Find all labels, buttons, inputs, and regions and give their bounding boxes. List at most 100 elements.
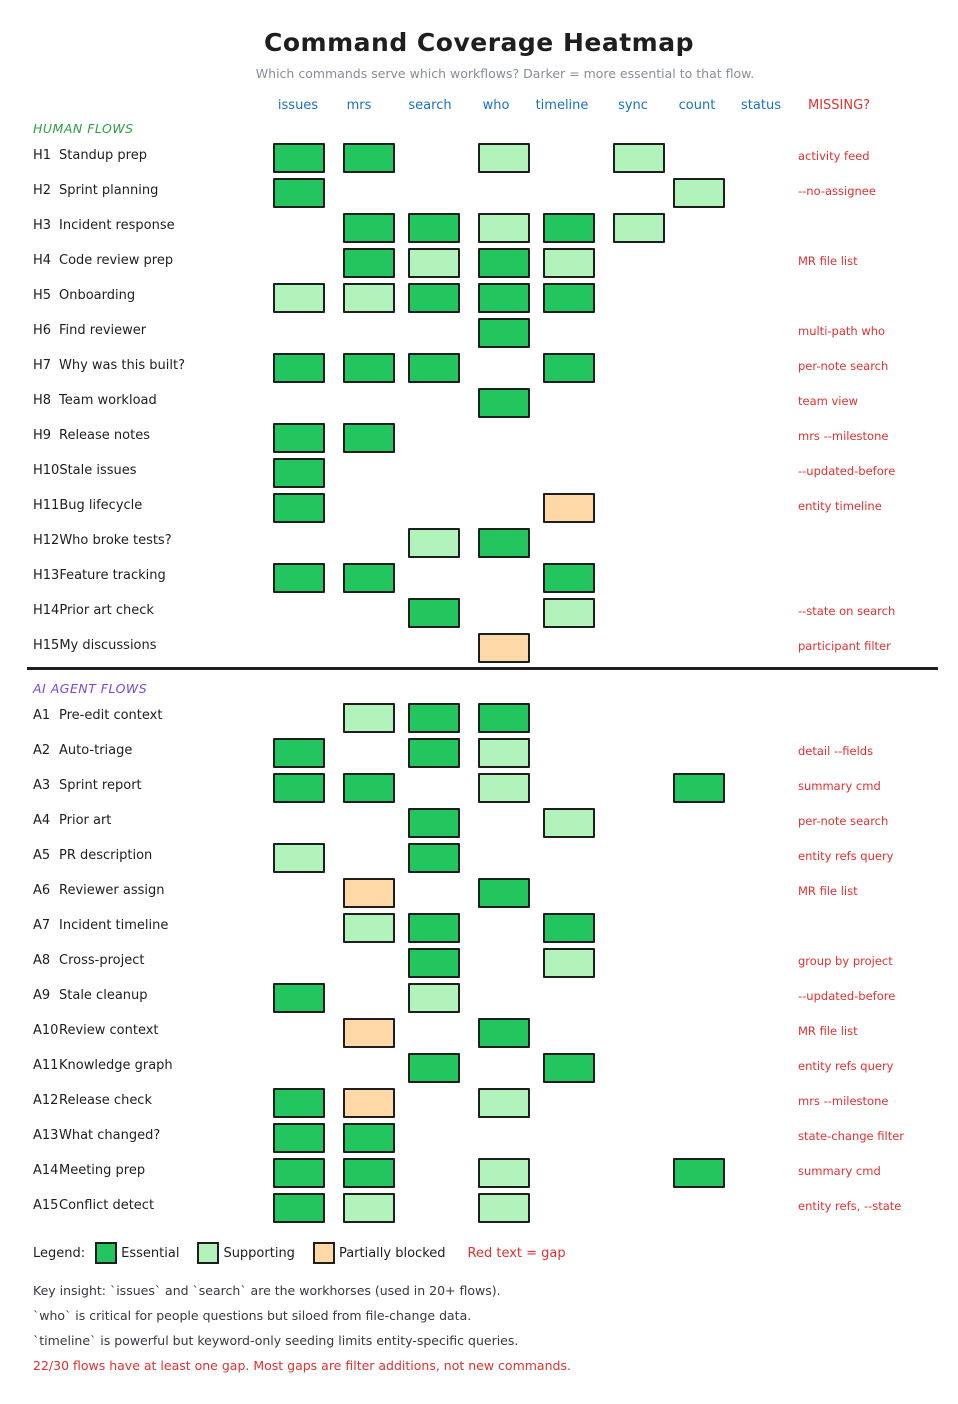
flow-name: Standup prep xyxy=(59,148,147,163)
missing-column-header: MISSING? xyxy=(808,98,871,113)
flow-name: Release notes xyxy=(59,428,150,443)
flow-id: A5 xyxy=(33,848,51,863)
missing-gap-h4: MR file list xyxy=(798,254,858,268)
missing-gap-a14: summary cmd xyxy=(798,1164,881,1178)
flow-label-a4: A4 Prior art xyxy=(33,813,111,828)
missing-gap-h2: --no-assignee xyxy=(798,184,876,198)
flow-name: Who broke tests? xyxy=(59,533,172,548)
legend: Legend: Essential Supporting Partially b… xyxy=(33,1242,584,1264)
cell-a7-mrs-supporting xyxy=(343,913,395,943)
flow-name: Prior art xyxy=(59,813,112,828)
cell-a10-who-essential xyxy=(478,1018,530,1048)
insight-line: `timeline` is powerful but keyword-only … xyxy=(33,1333,519,1348)
flow-name: Cross-project xyxy=(59,953,145,968)
cell-a1-search-essential xyxy=(408,703,460,733)
flow-id: A7 xyxy=(33,918,51,933)
column-header-who: who xyxy=(482,98,510,113)
cell-h12-search-supporting xyxy=(408,528,460,558)
missing-gap-a10: MR file list xyxy=(798,1024,858,1038)
supporting-swatch xyxy=(197,1242,220,1264)
flow-name: Sprint report xyxy=(59,778,142,793)
flow-id: A4 xyxy=(33,813,51,828)
cell-a8-timeline-supporting xyxy=(543,948,595,978)
flow-label-h1: H1 Standup prep xyxy=(33,148,147,163)
cell-a11-timeline-essential xyxy=(543,1053,595,1083)
flow-label-h12: H12Who broke tests? xyxy=(33,533,172,548)
legend-supporting-text: Supporting xyxy=(223,1245,295,1261)
cell-a5-issues-supporting xyxy=(273,843,325,873)
cell-a6-who-essential xyxy=(478,878,530,908)
flow-name: Team workload xyxy=(59,393,157,408)
flow-id: A13 xyxy=(33,1128,59,1143)
cell-a6-mrs-partial xyxy=(343,878,395,908)
flow-label-h7: H7 Why was this built? xyxy=(33,358,185,373)
cell-h4-timeline-supporting xyxy=(543,248,595,278)
flow-label-a12: A12Release check xyxy=(33,1093,152,1108)
missing-gap-h9: mrs --milestone xyxy=(798,429,889,443)
flow-name: Stale issues xyxy=(59,463,137,478)
missing-gap-h7: per-note search xyxy=(798,359,889,373)
insight-line: Key insight: `issues` and `search` are t… xyxy=(33,1283,501,1298)
flow-label-h11: H11Bug lifecycle xyxy=(33,498,142,513)
cell-a11-search-essential xyxy=(408,1053,460,1083)
flow-label-h14: H14Prior art check xyxy=(33,603,154,618)
cell-h3-sync-supporting xyxy=(613,213,665,243)
cell-h12-who-essential xyxy=(478,528,530,558)
cell-h14-search-essential xyxy=(408,598,460,628)
missing-gap-a9: --updated-before xyxy=(798,989,896,1003)
flow-label-h13: H13Feature tracking xyxy=(33,568,166,583)
cell-h5-timeline-essential xyxy=(543,283,595,313)
diagram-title: Command Coverage Heatmap xyxy=(264,28,694,57)
flow-name: Sprint planning xyxy=(59,183,159,198)
cell-a2-who-supporting xyxy=(478,738,530,768)
missing-gap-a8: group by project xyxy=(798,954,893,968)
missing-gap-h15: participant filter xyxy=(798,639,891,653)
flow-id: H3 xyxy=(33,218,52,233)
missing-gap-h14: --state on search xyxy=(798,604,896,618)
cell-h1-mrs-essential xyxy=(343,143,395,173)
flow-id: A14 xyxy=(33,1163,59,1178)
flow-id: A9 xyxy=(33,988,51,1003)
cell-h8-who-essential xyxy=(478,388,530,418)
flow-id: A1 xyxy=(33,708,51,723)
cell-h1-issues-essential xyxy=(273,143,325,173)
partial-swatch xyxy=(312,1242,335,1264)
flow-id: H1 xyxy=(33,148,52,163)
cell-a14-issues-essential xyxy=(273,1158,325,1188)
cell-h7-timeline-essential xyxy=(543,353,595,383)
flow-id: A6 xyxy=(33,883,51,898)
flow-label-a5: A5 PR description xyxy=(33,848,152,863)
column-header-timeline: timeline xyxy=(535,98,589,113)
flow-name: Incident response xyxy=(59,218,175,233)
cell-a5-search-essential xyxy=(408,843,460,873)
essential-swatch xyxy=(95,1242,118,1264)
cell-h4-who-essential xyxy=(478,248,530,278)
cell-h3-mrs-essential xyxy=(343,213,395,243)
flow-id: H15 xyxy=(33,638,60,653)
cell-a1-mrs-supporting xyxy=(343,703,395,733)
cell-a2-issues-essential xyxy=(273,738,325,768)
missing-gap-h10: --updated-before xyxy=(798,464,896,478)
cell-a15-issues-essential xyxy=(273,1193,325,1223)
missing-gap-a6: MR file list xyxy=(798,884,858,898)
flow-label-h10: H10Stale issues xyxy=(33,463,137,478)
cell-a3-issues-essential xyxy=(273,773,325,803)
flow-name: PR description xyxy=(59,848,153,863)
flow-id: A12 xyxy=(33,1093,59,1108)
cell-h13-mrs-essential xyxy=(343,563,395,593)
flow-id: H8 xyxy=(33,393,52,408)
cell-h11-issues-essential xyxy=(273,493,325,523)
legend-item-essential: Essential xyxy=(95,1242,179,1264)
agent-flows-section-label: AI AGENT FLOWS xyxy=(33,681,148,696)
cell-h3-search-essential xyxy=(408,213,460,243)
flow-id: A2 xyxy=(33,743,51,758)
flow-name: What changed? xyxy=(59,1128,161,1143)
cell-a1-who-essential xyxy=(478,703,530,733)
cell-a12-who-supporting xyxy=(478,1088,530,1118)
flow-label-a3: A3 Sprint report xyxy=(33,778,142,793)
flow-label-a15: A15Conflict detect xyxy=(33,1198,154,1213)
cell-a12-issues-essential xyxy=(273,1088,325,1118)
flow-name: Incident timeline xyxy=(59,918,169,933)
cell-h4-search-supporting xyxy=(408,248,460,278)
flow-id: H12 xyxy=(33,533,60,548)
